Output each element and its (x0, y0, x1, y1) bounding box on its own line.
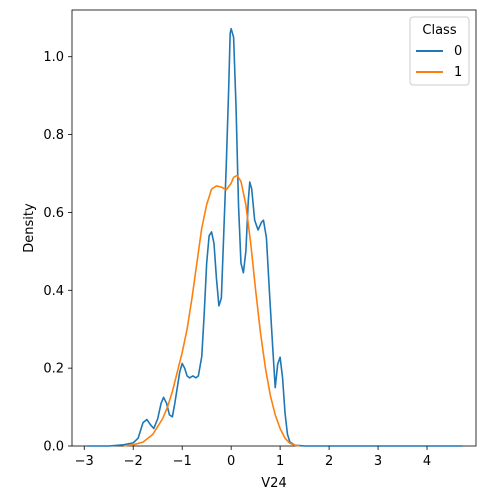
series-layer (86, 27, 463, 447)
plot-area-frame (71, 9, 477, 447)
legend: Class 0 1 (409, 16, 470, 86)
x-axis-label: V24 (261, 476, 286, 491)
x-tick-label: 2 (325, 454, 333, 469)
y-axis: 0.0 0.2 0.4 0.6 0.8 1.0 (43, 50, 72, 455)
y-tick-label: 0.6 (43, 206, 64, 221)
y-axis-label: Density (22, 203, 37, 253)
y-tick-label: 0.2 (43, 362, 64, 377)
x-tick-label: −3 (75, 454, 94, 469)
y-tick-label: 0.4 (43, 284, 64, 299)
y-tick-label: 0.0 (43, 440, 64, 455)
series-line-0 (86, 27, 463, 447)
x-tick-label: 4 (423, 454, 431, 469)
x-axis: −3 −2 −1 0 1 2 3 4 (75, 446, 431, 469)
x-tick-label: 3 (374, 454, 382, 469)
y-tick-label: 1.0 (43, 50, 64, 65)
series-line-1 (123, 174, 300, 447)
x-tick-label: −1 (173, 454, 192, 469)
x-tick-label: 0 (227, 454, 235, 469)
x-tick-label: 1 (276, 454, 284, 469)
x-tick-label: −2 (124, 454, 143, 469)
y-tick-label: 0.8 (43, 128, 64, 143)
legend-label-series-1: 1 (454, 65, 462, 80)
legend-label-series-0: 0 (454, 44, 462, 59)
legend-title: Class (422, 23, 456, 38)
